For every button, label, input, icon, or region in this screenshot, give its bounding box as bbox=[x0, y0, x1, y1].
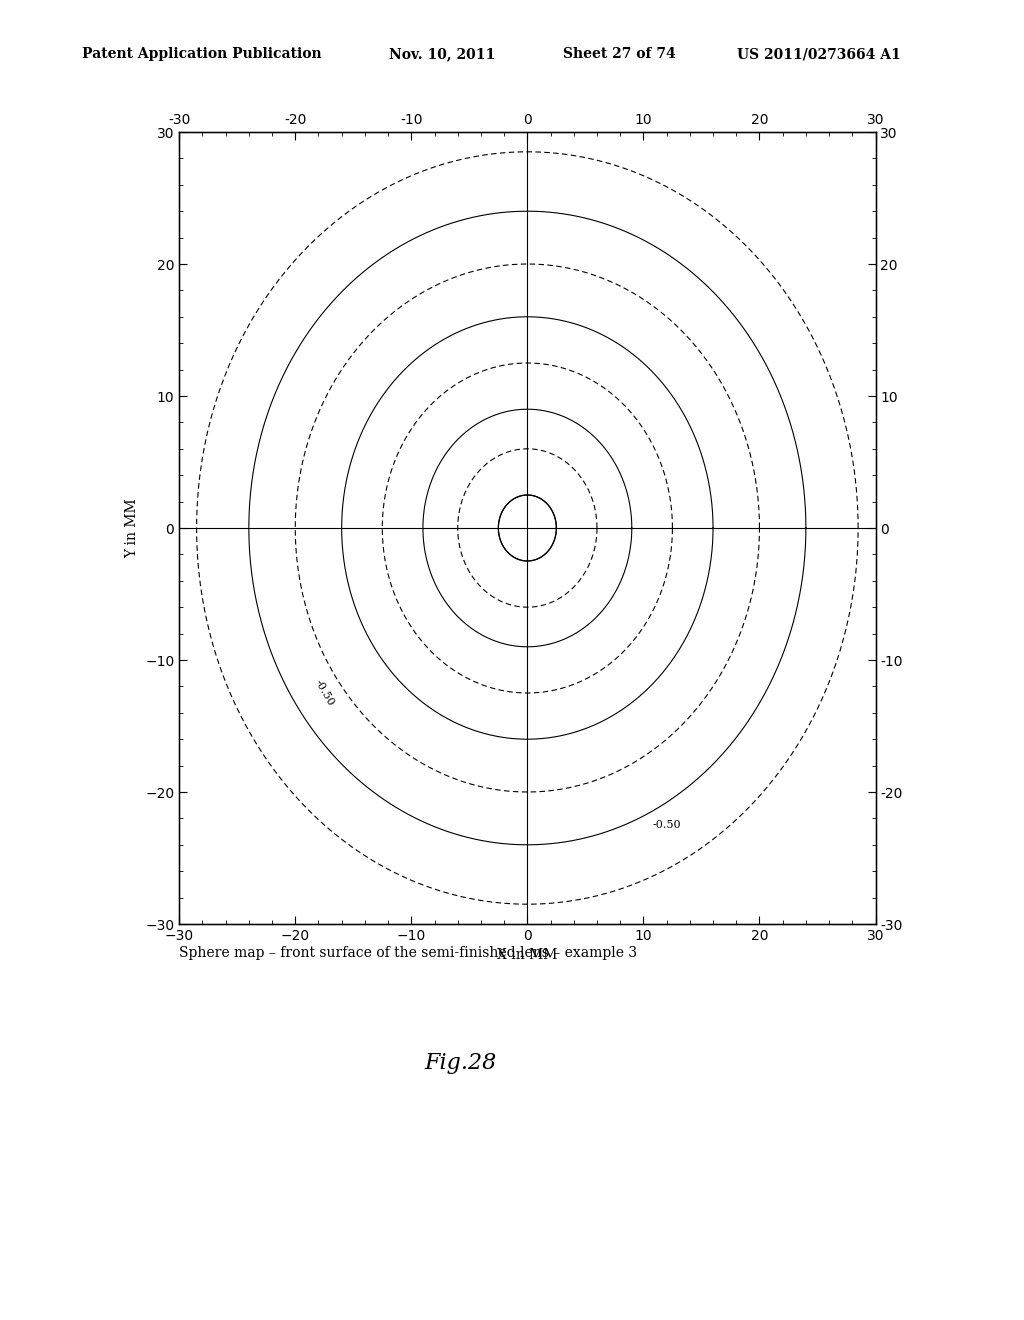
Y-axis label: Y in MM: Y in MM bbox=[126, 498, 139, 558]
Text: US 2011/0273664 A1: US 2011/0273664 A1 bbox=[737, 48, 901, 61]
Text: Nov. 10, 2011: Nov. 10, 2011 bbox=[389, 48, 496, 61]
Text: -0.50: -0.50 bbox=[312, 678, 336, 708]
Text: Sphere map – front surface of the semi-finished lens – example 3: Sphere map – front surface of the semi-f… bbox=[179, 946, 637, 960]
Text: Patent Application Publication: Patent Application Publication bbox=[82, 48, 322, 61]
Text: -0.50: -0.50 bbox=[652, 820, 681, 830]
Text: Fig.28: Fig.28 bbox=[425, 1052, 497, 1074]
Text: Sheet 27 of 74: Sheet 27 of 74 bbox=[563, 48, 676, 61]
X-axis label: X in MM: X in MM bbox=[498, 948, 557, 962]
